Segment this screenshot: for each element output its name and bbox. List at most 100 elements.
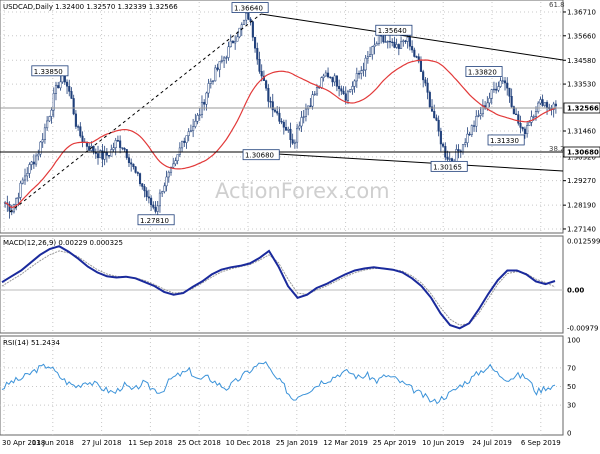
candle-body xyxy=(192,127,194,131)
candle-body xyxy=(237,37,239,41)
candle-body xyxy=(214,68,216,81)
candle-body xyxy=(159,193,161,206)
candle-body xyxy=(181,141,183,148)
price-label-text: 1.32566 xyxy=(567,105,599,113)
price-tick-label: 1.27140 xyxy=(567,225,596,233)
date-tick-label: 10 Jun 2019 xyxy=(422,439,464,447)
candle-body xyxy=(208,83,210,93)
candle-body xyxy=(347,92,349,101)
annotation-label: 1.35640 xyxy=(378,27,407,35)
candle-body xyxy=(398,44,400,48)
candle-body xyxy=(31,162,33,165)
candle-body xyxy=(471,126,473,135)
date-tick-label: 25 Jan 2019 xyxy=(276,439,318,447)
candle-body xyxy=(542,100,544,106)
candle-body xyxy=(524,129,526,134)
rsi-tick-label: 50 xyxy=(567,383,576,391)
candle-body xyxy=(345,94,347,101)
candle-body xyxy=(270,101,272,102)
candle-body xyxy=(334,76,336,82)
candle-body xyxy=(312,95,314,106)
macd-axis: 0.0125990.00-0.00979 xyxy=(567,237,600,332)
candle-body xyxy=(535,112,537,117)
candle-body xyxy=(197,115,199,121)
candle-body xyxy=(150,198,152,205)
candle-body xyxy=(442,144,444,146)
candle-body xyxy=(77,127,79,128)
candle-body xyxy=(356,73,358,81)
candle-body xyxy=(301,117,303,126)
candle-body xyxy=(82,136,84,142)
macd-label: MACD(12,26,9) 0.00229 0.000325 xyxy=(3,239,123,247)
candle-body xyxy=(502,81,504,82)
candle-body xyxy=(243,20,245,25)
candle-body xyxy=(241,25,243,28)
date-tick-label: 24 Jul 2019 xyxy=(472,439,512,447)
candle-body xyxy=(179,148,181,155)
candle-body xyxy=(245,13,247,20)
candle-body xyxy=(478,116,480,117)
candle-body xyxy=(153,205,155,207)
candle-body xyxy=(119,141,121,148)
candle-body xyxy=(405,41,407,42)
candle-body xyxy=(166,177,168,186)
date-tick-label: 6 Sep 2019 xyxy=(521,439,561,447)
candle-body xyxy=(500,81,502,87)
date-axis: 30 Apr 201813 Jun 201827 Jul 201811 Sep … xyxy=(2,439,561,447)
candle-body xyxy=(146,191,148,197)
candle-body xyxy=(422,72,424,80)
candle-body xyxy=(44,128,46,140)
candle-body xyxy=(287,129,289,130)
candle-body xyxy=(42,140,44,142)
candle-body xyxy=(299,126,301,128)
macd-tick-label: -0.00979 xyxy=(567,325,598,333)
candle-body xyxy=(436,118,438,120)
candle-body xyxy=(203,102,205,104)
candle-body xyxy=(307,106,309,109)
candle-body xyxy=(279,113,281,121)
rsi-tick-label: 70 xyxy=(567,364,576,372)
annotation-label: 1.33850 xyxy=(34,68,63,76)
candle-body xyxy=(504,81,506,83)
candle-body xyxy=(93,146,95,152)
candle-body xyxy=(416,56,418,57)
rsi-label: RSI(14) 51.2434 xyxy=(3,339,60,347)
candle-body xyxy=(283,122,285,127)
candle-body xyxy=(354,81,356,86)
candle-body xyxy=(389,41,391,42)
candle-body xyxy=(124,148,126,149)
candle-body xyxy=(383,36,385,42)
rsi-tick-label: 30 xyxy=(567,402,576,410)
candle-body xyxy=(493,89,495,90)
candle-body xyxy=(51,110,53,116)
candle-body xyxy=(33,162,35,164)
candle-body xyxy=(252,22,254,37)
candle-body xyxy=(378,35,380,44)
candle-body xyxy=(456,149,458,161)
candle-body xyxy=(57,85,59,87)
candle-body xyxy=(148,197,150,198)
candle-body xyxy=(369,55,371,57)
candle-body xyxy=(272,102,274,110)
date-tick-label: 12 Mar 2019 xyxy=(323,439,367,447)
candle-body xyxy=(130,163,132,164)
candle-body xyxy=(391,42,393,43)
candle-body xyxy=(515,114,517,115)
candle-body xyxy=(462,144,464,151)
candle-body xyxy=(210,81,212,83)
candle-body xyxy=(374,45,376,46)
candle-body xyxy=(546,102,548,107)
candle-body xyxy=(363,70,365,71)
candle-body xyxy=(555,104,557,106)
candle-body xyxy=(221,61,223,62)
candle-body xyxy=(480,114,482,116)
candle-body xyxy=(522,127,524,129)
candle-body xyxy=(332,78,334,82)
macd-tick-label: 0.012599 xyxy=(567,237,600,245)
macd-panel xyxy=(0,236,563,333)
candle-body xyxy=(188,132,190,136)
candle-body xyxy=(540,100,542,104)
candle-body xyxy=(37,154,39,156)
